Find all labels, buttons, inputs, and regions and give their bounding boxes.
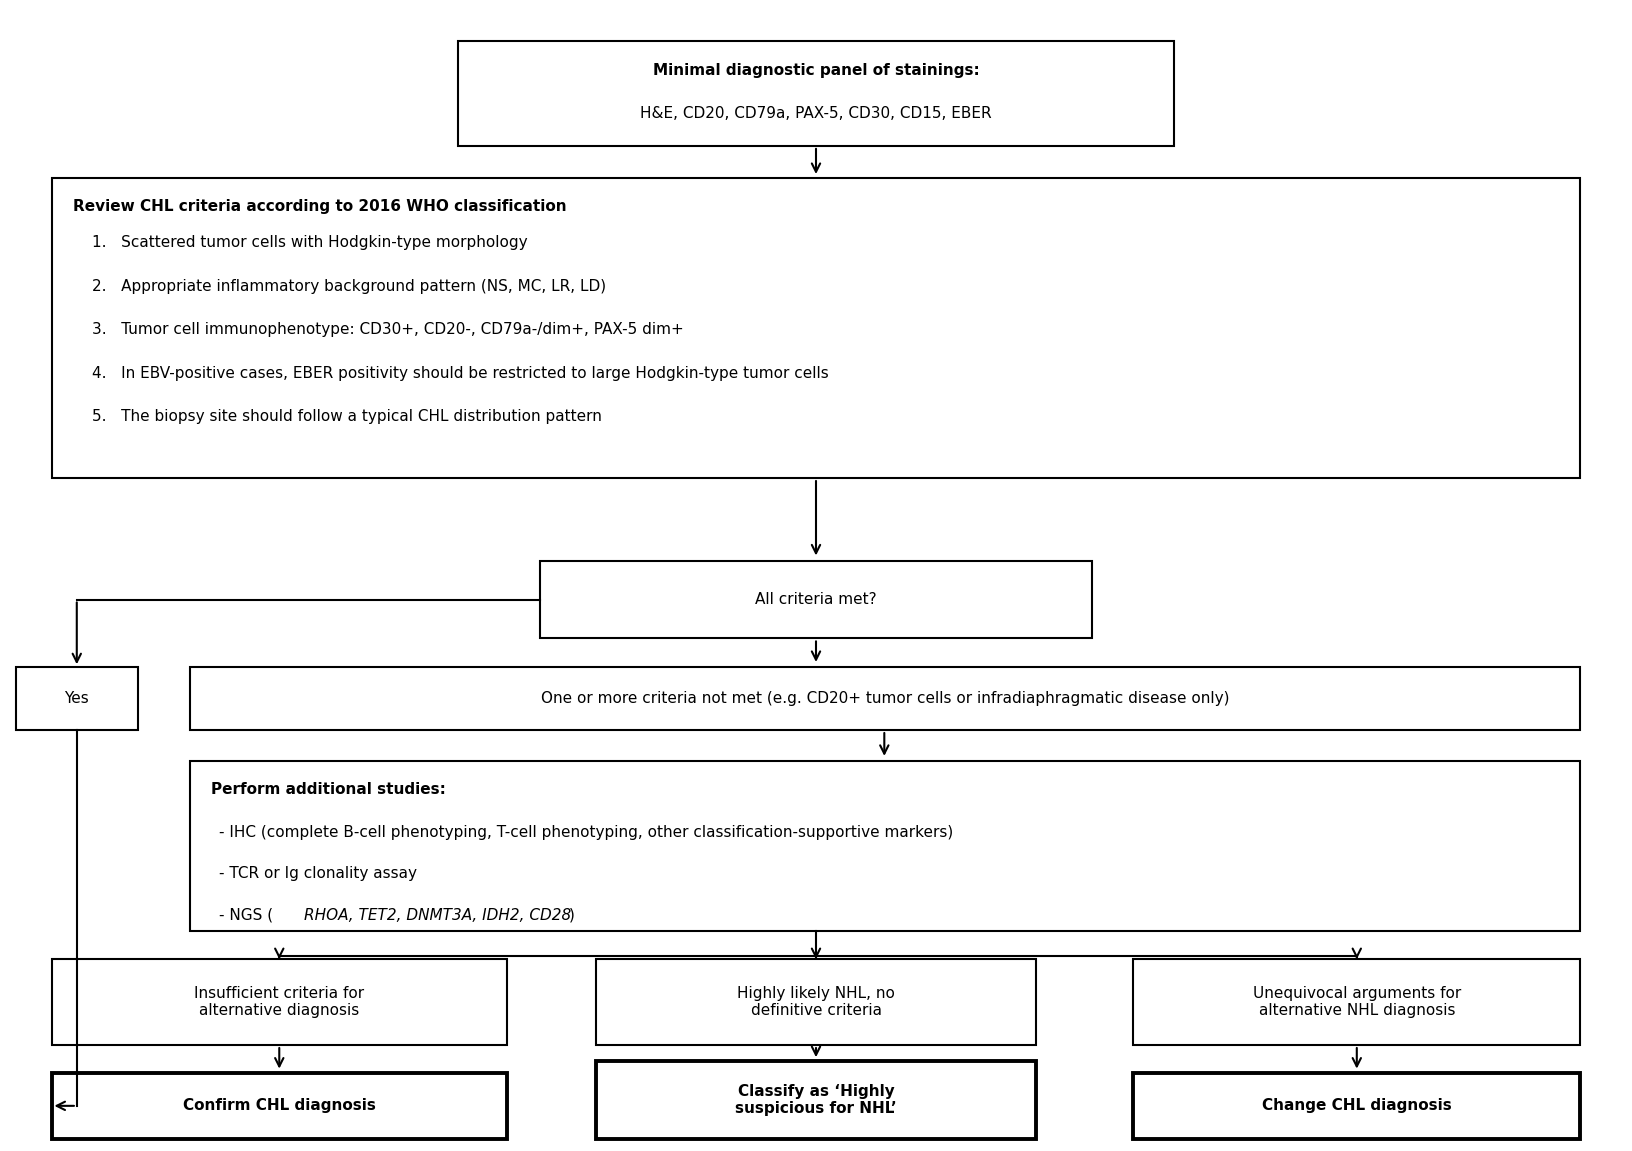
Text: 5.   The biopsy site should follow a typical CHL distribution pattern: 5. The biopsy site should follow a typic… bbox=[93, 410, 602, 425]
Text: Confirm CHL diagnosis: Confirm CHL diagnosis bbox=[183, 1098, 375, 1113]
FancyBboxPatch shape bbox=[459, 40, 1173, 146]
FancyBboxPatch shape bbox=[1133, 959, 1580, 1045]
Text: Review CHL criteria according to 2016 WHO classification: Review CHL criteria according to 2016 WH… bbox=[73, 199, 566, 214]
Text: H&E, CD20, CD79a, PAX-5, CD30, CD15, EBER: H&E, CD20, CD79a, PAX-5, CD30, CD15, EBE… bbox=[640, 106, 992, 121]
FancyBboxPatch shape bbox=[596, 959, 1036, 1045]
Text: 4.   In EBV-positive cases, EBER positivity should be restricted to large Hodgki: 4. In EBV-positive cases, EBER positivit… bbox=[93, 366, 829, 381]
Text: - NGS (: - NGS ( bbox=[219, 908, 273, 923]
FancyBboxPatch shape bbox=[16, 668, 137, 730]
Text: Perform additional studies:: Perform additional studies: bbox=[211, 782, 446, 796]
Text: 1.   Scattered tumor cells with Hodgkin-type morphology: 1. Scattered tumor cells with Hodgkin-ty… bbox=[93, 235, 527, 250]
FancyBboxPatch shape bbox=[52, 959, 508, 1045]
Text: RHOA, TET2, DNMT3A, IDH2, CD28: RHOA, TET2, DNMT3A, IDH2, CD28 bbox=[304, 908, 571, 923]
Text: 3.   Tumor cell immunophenotype: CD30+, CD20-, CD79a-/dim+, PAX-5 dim+: 3. Tumor cell immunophenotype: CD30+, CD… bbox=[93, 322, 684, 337]
Text: All criteria met?: All criteria met? bbox=[756, 592, 876, 607]
FancyBboxPatch shape bbox=[1133, 1073, 1580, 1139]
Text: ): ) bbox=[570, 908, 574, 923]
Text: Change CHL diagnosis: Change CHL diagnosis bbox=[1262, 1098, 1452, 1113]
Text: Unequivocal arguments for
alternative NHL diagnosis: Unequivocal arguments for alternative NH… bbox=[1253, 986, 1461, 1019]
Text: - IHC (complete B-cell phenotyping, T-cell phenotyping, other classification-sup: - IHC (complete B-cell phenotyping, T-ce… bbox=[219, 825, 953, 840]
Text: - TCR or Ig clonality assay: - TCR or Ig clonality assay bbox=[219, 867, 418, 882]
FancyBboxPatch shape bbox=[189, 761, 1580, 931]
Text: Highly likely NHL, no
definitive criteria: Highly likely NHL, no definitive criteri… bbox=[738, 986, 894, 1019]
FancyBboxPatch shape bbox=[540, 561, 1092, 639]
Text: Yes: Yes bbox=[64, 691, 90, 706]
Text: 2.   Appropriate inflammatory background pattern (NS, MC, LR, LD): 2. Appropriate inflammatory background p… bbox=[93, 279, 607, 294]
FancyBboxPatch shape bbox=[189, 668, 1580, 730]
Text: Classify as ‘Highly
suspicious for NHL’: Classify as ‘Highly suspicious for NHL’ bbox=[734, 1084, 898, 1116]
Text: One or more criteria not met (e.g. CD20+ tumor cells or infradiaphragmatic disea: One or more criteria not met (e.g. CD20+… bbox=[540, 691, 1229, 706]
Text: Minimal diagnostic panel of stainings:: Minimal diagnostic panel of stainings: bbox=[653, 63, 979, 78]
Text: Insufficient criteria for
alternative diagnosis: Insufficient criteria for alternative di… bbox=[194, 986, 364, 1019]
FancyBboxPatch shape bbox=[52, 1073, 508, 1139]
FancyBboxPatch shape bbox=[596, 1061, 1036, 1139]
FancyBboxPatch shape bbox=[52, 178, 1580, 478]
